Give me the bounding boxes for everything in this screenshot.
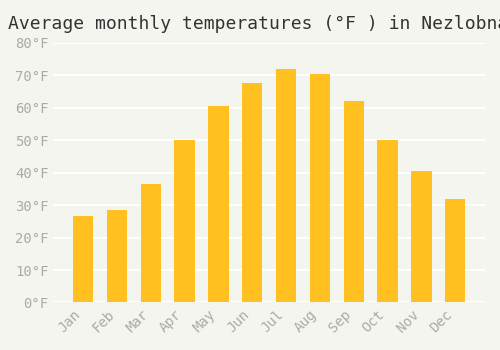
Bar	[445, 199, 466, 302]
Title: Average monthly temperatures (°F ) in Nezlobnaya: Average monthly temperatures (°F ) in Ne…	[8, 15, 500, 33]
Bar	[174, 140, 195, 302]
Bar	[276, 69, 296, 302]
Bar	[208, 106, 229, 302]
Bar	[140, 184, 161, 302]
Bar	[412, 171, 432, 302]
Bar	[310, 74, 330, 302]
Bar	[107, 210, 127, 302]
Bar	[344, 101, 364, 302]
Bar	[242, 83, 262, 302]
Bar	[378, 140, 398, 302]
Bar	[73, 217, 94, 302]
